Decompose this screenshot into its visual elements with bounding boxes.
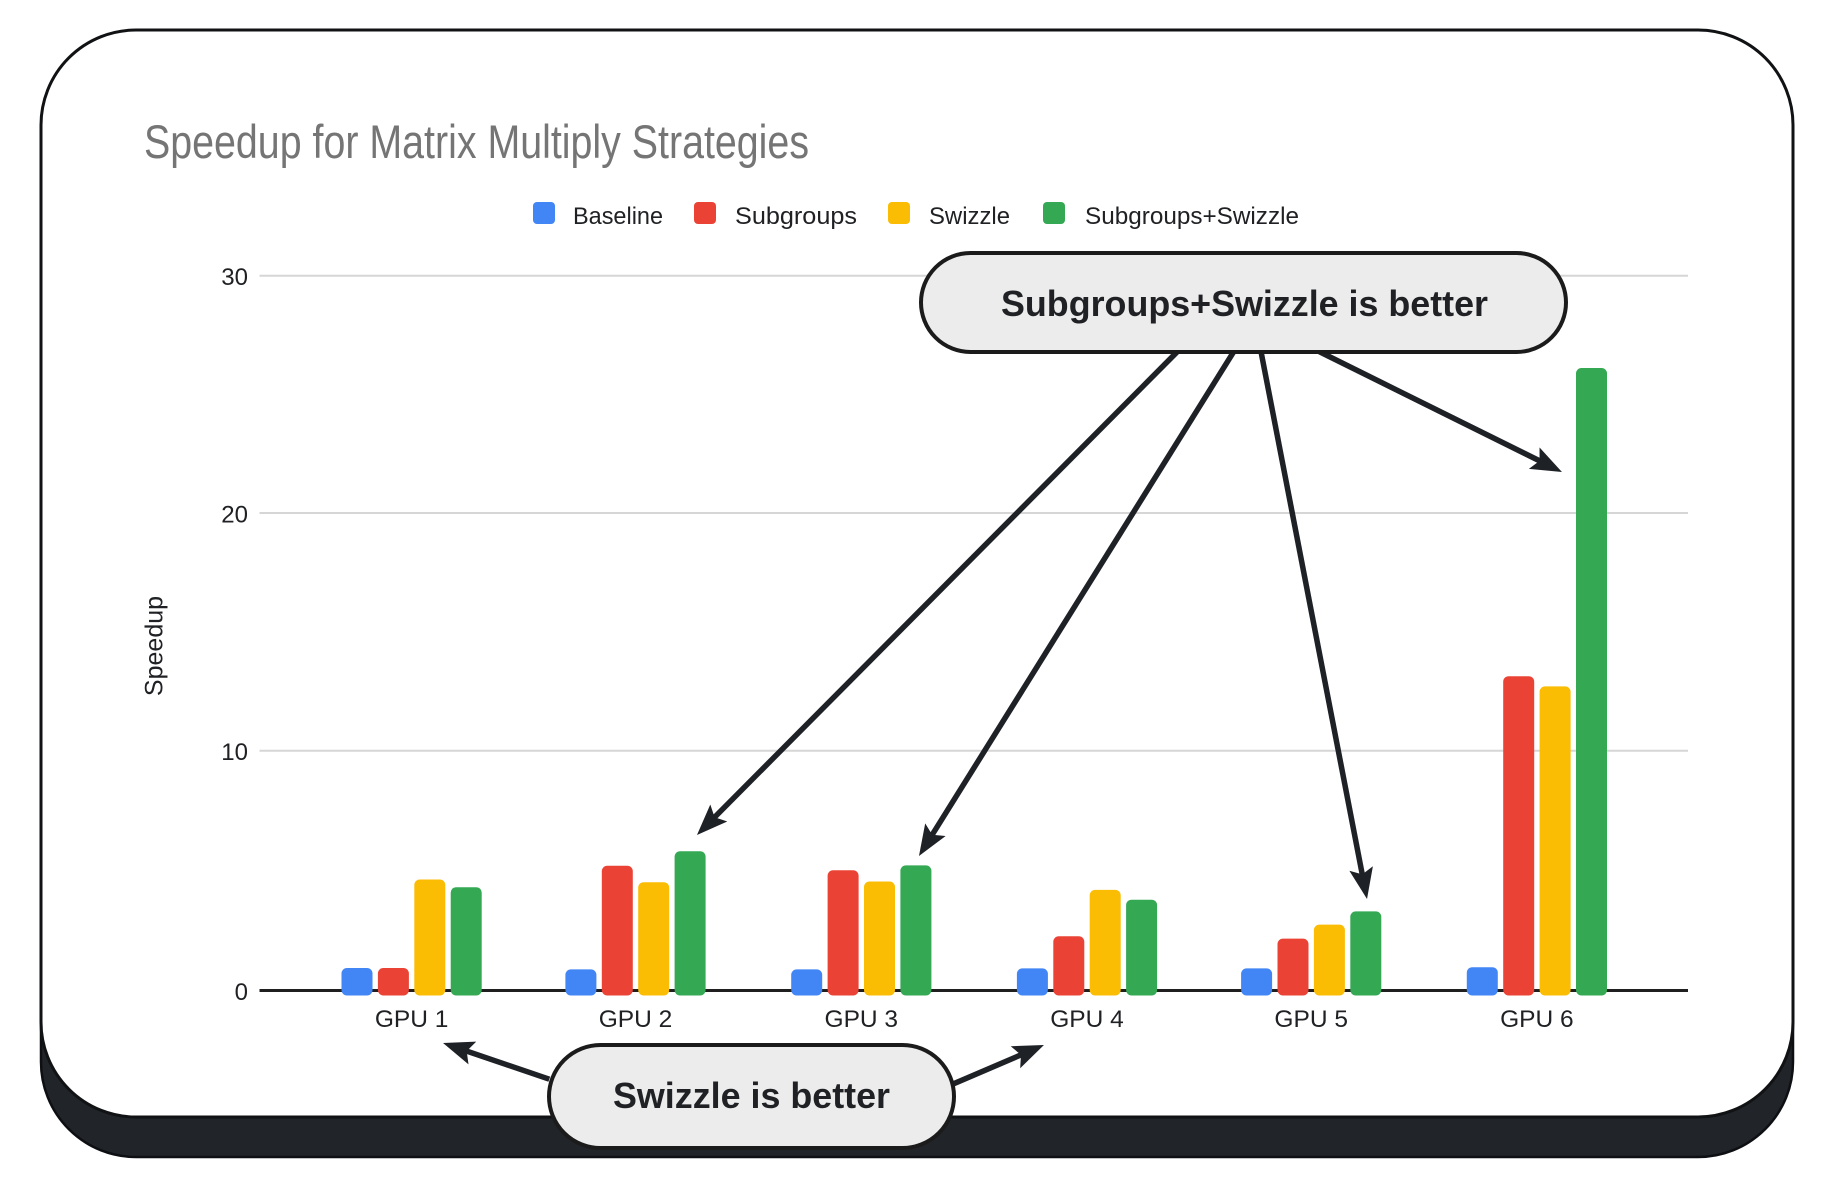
svg-text:GPU 2: GPU 2 xyxy=(599,1006,673,1033)
svg-text:20: 20 xyxy=(221,501,248,528)
svg-text:Baseline: Baseline xyxy=(573,203,663,230)
svg-text:10: 10 xyxy=(221,739,248,766)
svg-text:Speedup for Matrix Multiply St: Speedup for Matrix Multiply Strategies xyxy=(144,115,809,168)
svg-text:GPU 1: GPU 1 xyxy=(375,1006,449,1033)
svg-text:GPU 3: GPU 3 xyxy=(825,1006,899,1033)
svg-text:GPU 4: GPU 4 xyxy=(1050,1006,1124,1033)
svg-text:GPU 6: GPU 6 xyxy=(1500,1006,1574,1033)
svg-text:Subgroups: Subgroups xyxy=(735,203,857,230)
svg-text:Swizzle is better: Swizzle is better xyxy=(613,1075,890,1116)
svg-text:Speedup: Speedup xyxy=(141,596,169,696)
svg-text:30: 30 xyxy=(221,264,248,291)
svg-text:Swizzle: Swizzle xyxy=(929,203,1010,230)
svg-text:Subgroups+Swizzle: Subgroups+Swizzle xyxy=(1085,203,1299,230)
svg-text:Subgroups+Swizzle is better: Subgroups+Swizzle is better xyxy=(1001,283,1488,324)
svg-text:0: 0 xyxy=(235,979,248,1006)
svg-text:GPU 5: GPU 5 xyxy=(1274,1006,1348,1033)
